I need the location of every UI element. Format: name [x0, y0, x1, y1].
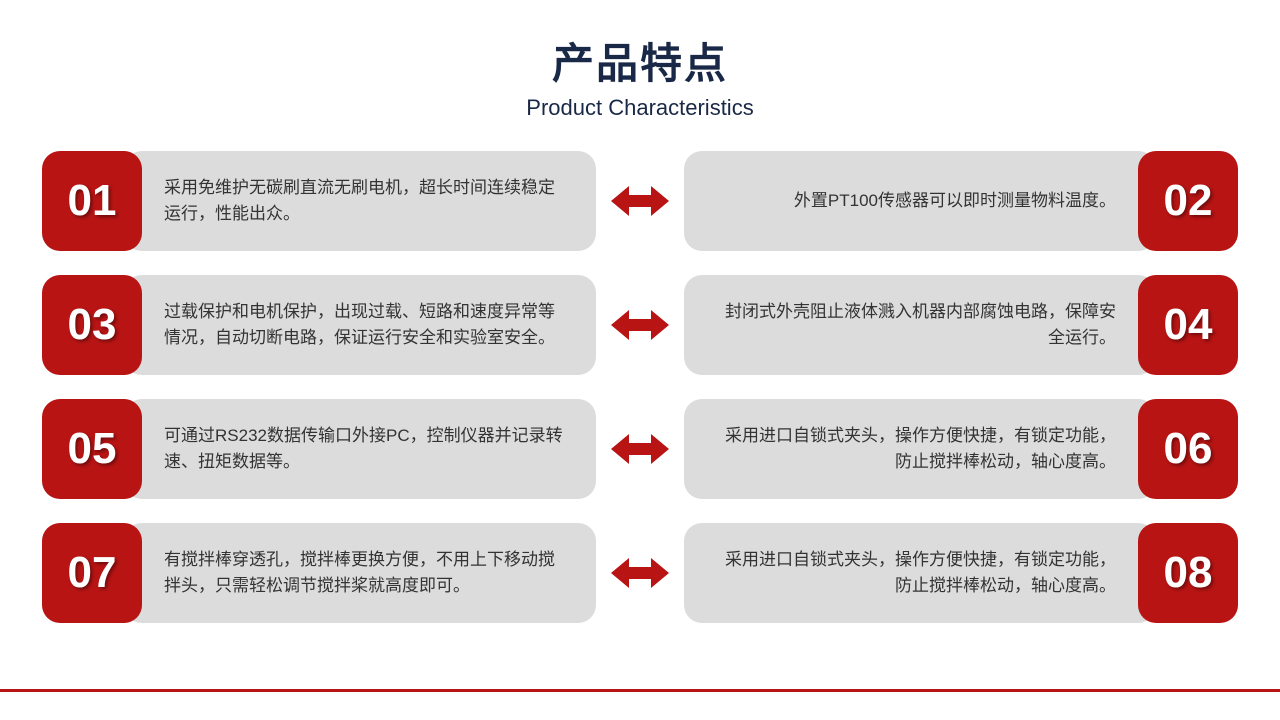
- number-text: 05: [68, 424, 117, 474]
- number-text: 04: [1164, 300, 1213, 350]
- feature-text: 采用进口自锁式夹头，操作方便快捷，有锁定功能，防止搅拌棒松动，轴心度高。: [684, 523, 1156, 623]
- number-text: 06: [1164, 424, 1213, 474]
- number-badge: 05: [42, 399, 142, 499]
- feature-item-06: 06 采用进口自锁式夹头，操作方便快捷，有锁定功能，防止搅拌棒松动，轴心度高。: [684, 399, 1238, 499]
- number-text: 01: [68, 176, 117, 226]
- feature-item-07: 07 有搅拌棒穿透孔，搅拌棒更换方便，不用上下移动搅拌头，只需轻松调节搅拌桨就高…: [42, 523, 596, 623]
- feature-text: 外置PT100传感器可以即时测量物料温度。: [684, 151, 1156, 251]
- feature-text: 封闭式外壳阻止液体溅入机器内部腐蚀电路，保障安全运行。: [684, 275, 1156, 375]
- feature-text: 采用进口自锁式夹头，操作方便快捷，有锁定功能，防止搅拌棒松动，轴心度高。: [684, 399, 1156, 499]
- double-arrow-icon: [610, 184, 669, 218]
- feature-row: 05 可通过RS232数据传输口外接PC，控制仪器并记录转速、扭矩数据等。 06…: [42, 399, 1238, 499]
- feature-text: 采用免维护无碳刷直流无刷电机，超长时间连续稳定运行，性能出众。: [124, 151, 596, 251]
- feature-item-03: 03 过载保护和电机保护，出现过载、短路和速度异常等情况，自动切断电路，保证运行…: [42, 275, 596, 375]
- number-badge: 04: [1138, 275, 1238, 375]
- feature-row: 07 有搅拌棒穿透孔，搅拌棒更换方便，不用上下移动搅拌头，只需轻松调节搅拌桨就高…: [42, 523, 1238, 623]
- feature-item-04: 04 封闭式外壳阻止液体溅入机器内部腐蚀电路，保障安全运行。: [684, 275, 1238, 375]
- feature-item-02: 02 外置PT100传感器可以即时测量物料温度。: [684, 151, 1238, 251]
- feature-text: 过载保护和电机保护，出现过载、短路和速度异常等情况，自动切断电路，保证运行安全和…: [124, 275, 596, 375]
- number-badge: 02: [1138, 151, 1238, 251]
- double-arrow-icon: [610, 308, 669, 342]
- number-text: 03: [68, 300, 117, 350]
- number-badge: 07: [42, 523, 142, 623]
- footer-divider: [0, 689, 1280, 692]
- number-badge: 03: [42, 275, 142, 375]
- double-arrow-icon: [610, 556, 669, 590]
- number-badge: 06: [1138, 399, 1238, 499]
- number-text: 08: [1164, 548, 1213, 598]
- title-chinese: 产品特点: [0, 30, 1280, 91]
- feature-row: 01 采用免维护无碳刷直流无刷电机，超长时间连续稳定运行，性能出众。 02 外置…: [42, 151, 1238, 251]
- features-grid: 01 采用免维护无碳刷直流无刷电机，超长时间连续稳定运行，性能出众。 02 外置…: [0, 121, 1280, 623]
- number-text: 02: [1164, 176, 1213, 226]
- number-badge: 01: [42, 151, 142, 251]
- number-text: 07: [68, 548, 117, 598]
- feature-item-05: 05 可通过RS232数据传输口外接PC，控制仪器并记录转速、扭矩数据等。: [42, 399, 596, 499]
- feature-item-08: 08 采用进口自锁式夹头，操作方便快捷，有锁定功能，防止搅拌棒松动，轴心度高。: [684, 523, 1238, 623]
- number-badge: 08: [1138, 523, 1238, 623]
- title-english: Product Characteristics: [0, 95, 1280, 121]
- feature-text: 可通过RS232数据传输口外接PC，控制仪器并记录转速、扭矩数据等。: [124, 399, 596, 499]
- double-arrow-icon: [610, 432, 669, 466]
- header: 产品特点 Product Characteristics: [0, 0, 1280, 121]
- feature-row: 03 过载保护和电机保护，出现过载、短路和速度异常等情况，自动切断电路，保证运行…: [42, 275, 1238, 375]
- feature-text: 有搅拌棒穿透孔，搅拌棒更换方便，不用上下移动搅拌头，只需轻松调节搅拌桨就高度即可…: [124, 523, 596, 623]
- feature-item-01: 01 采用免维护无碳刷直流无刷电机，超长时间连续稳定运行，性能出众。: [42, 151, 596, 251]
